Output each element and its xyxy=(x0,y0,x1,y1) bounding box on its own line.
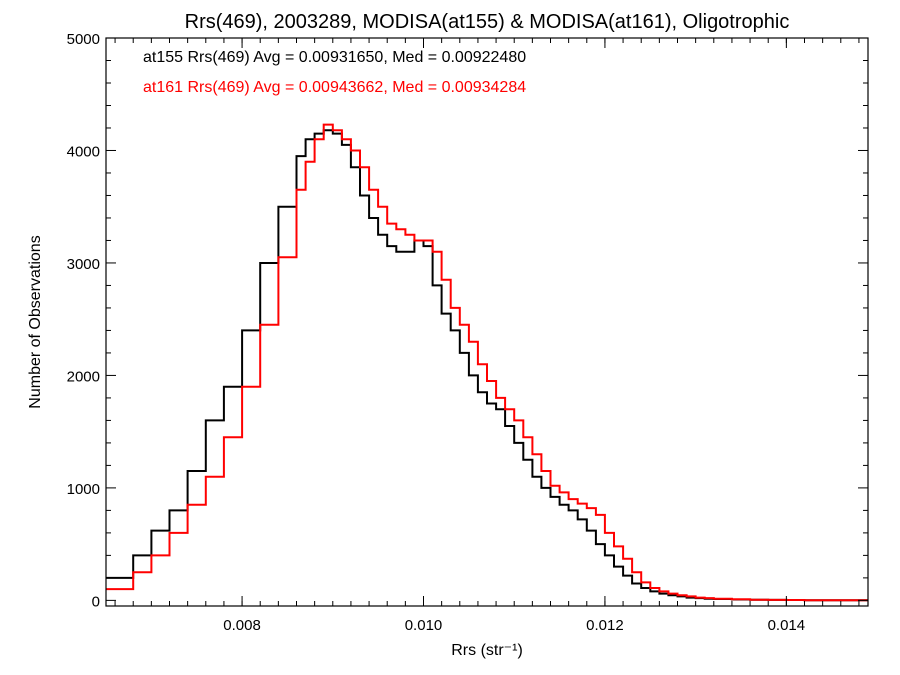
x-tick-label: 0.012 xyxy=(586,617,624,634)
y-tick-label: 2000 xyxy=(67,368,100,385)
chart-title: Rrs(469), 2003289, MODISA(at155) & MODIS… xyxy=(185,11,790,33)
y-tick-label: 4000 xyxy=(67,143,100,160)
y-tick-label: 5000 xyxy=(67,31,100,48)
plot-frame xyxy=(105,37,869,607)
y-tick-label: 0 xyxy=(92,593,100,610)
ticks-layer: 0.008 0.010 0.012 0.014 0 1000 2000 3000 4000 500… xyxy=(67,31,868,634)
x-tick-label: 0.008 xyxy=(223,617,261,634)
x-tick-label: 0.010 xyxy=(405,617,443,634)
y-tick-label: 3000 xyxy=(67,256,100,273)
y-tick-label: 1000 xyxy=(67,481,100,498)
legend-annotation-at155: at155 Rrs(469) Avg = 0.00931650, Med = 0… xyxy=(143,49,526,66)
legend-annotation-at161: at161 Rrs(469) Avg = 0.00943662, Med = 0… xyxy=(143,79,526,96)
y-axis-label: Number of Observations xyxy=(27,235,44,408)
x-axis-label: Rrs (str⁻¹) xyxy=(451,642,523,659)
series-line-1 xyxy=(106,123,868,602)
x-tick-label: 0.014 xyxy=(768,617,806,634)
series-layer xyxy=(106,123,868,602)
